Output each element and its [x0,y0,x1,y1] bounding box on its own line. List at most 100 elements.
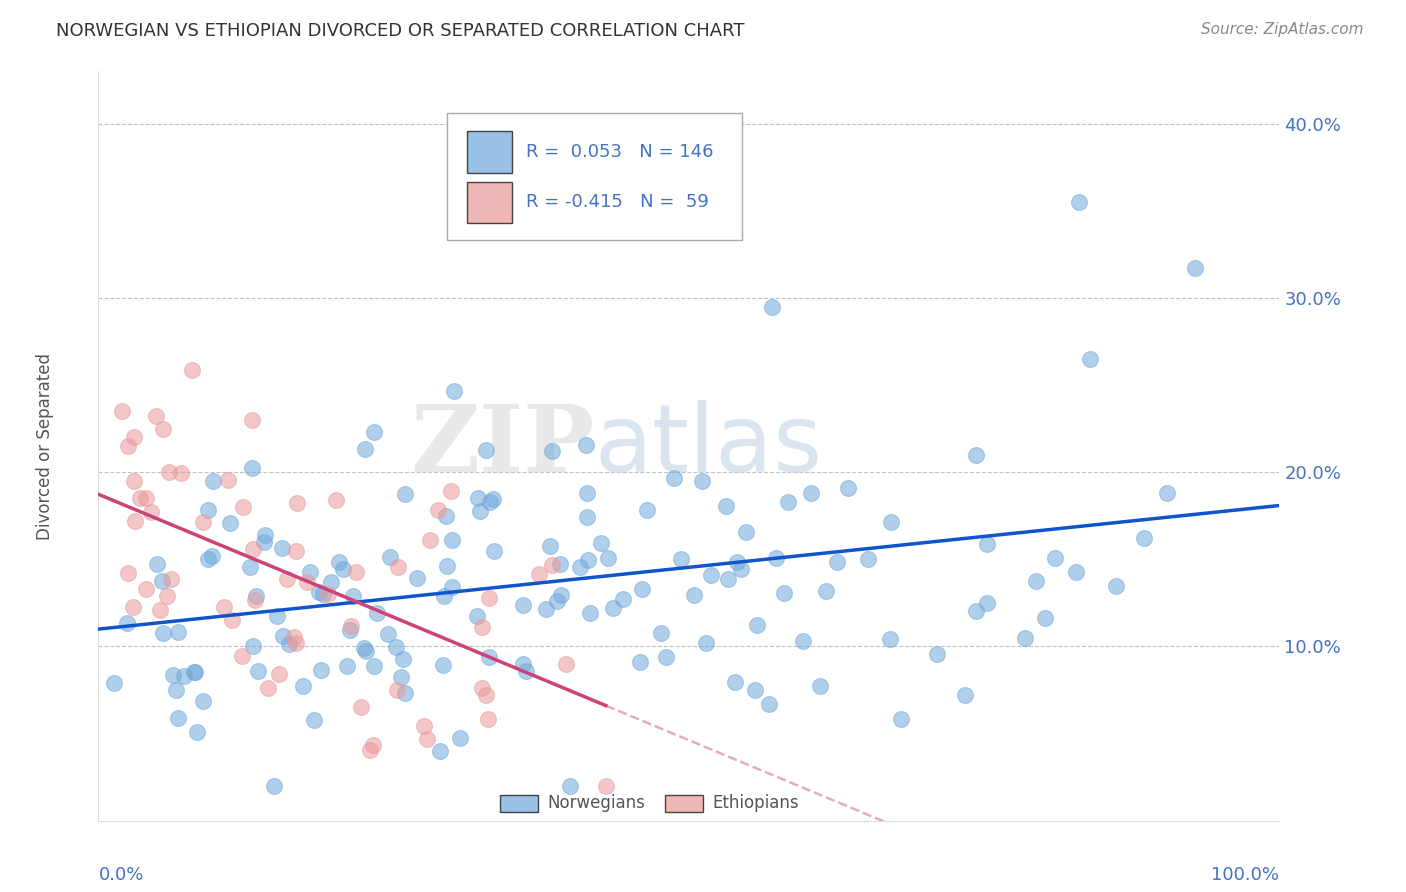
Point [815,583,838,598]
Point [800,486,823,500]
Point [965,448,987,462]
Point [339,624,361,638]
Point [285,636,308,650]
Point [734,525,756,540]
Point [541,443,564,458]
Point [596,551,619,566]
FancyBboxPatch shape [501,795,537,812]
Point [792,633,814,648]
Point [419,533,441,547]
Point [212,599,235,614]
Point [405,571,427,585]
Point [1066,565,1088,579]
Point [534,601,557,615]
Point [546,593,568,607]
Point [157,465,180,479]
Point [700,568,723,582]
Point [394,486,416,500]
Point [808,679,831,693]
Point [669,551,692,566]
Point [394,686,416,700]
Point [478,650,501,665]
Point [243,593,266,607]
Point [468,504,491,518]
Point [695,636,717,650]
Point [976,596,998,610]
Point [578,606,600,620]
Point [538,539,561,553]
Point [426,502,449,516]
Text: R =  0.053   N = 146: R = 0.053 N = 146 [526,143,713,161]
Point [325,493,347,508]
Text: R = -0.415   N =  59: R = -0.415 N = 59 [526,194,709,211]
Point [1033,611,1056,625]
Point [576,486,599,500]
Point [655,649,678,664]
Point [575,510,598,524]
Point [1080,351,1102,366]
Point [180,363,202,377]
Point [568,559,591,574]
Point [965,603,987,617]
Point [925,648,948,662]
Point [221,613,243,627]
Point [128,491,150,506]
Point [477,712,499,726]
Point [122,474,145,488]
Point [392,652,415,666]
Point [1184,261,1206,276]
Point [309,663,332,677]
Point [103,676,125,690]
Point [628,655,651,669]
Point [714,499,737,513]
Point [159,572,181,586]
Point [440,483,463,498]
Point [436,558,458,573]
Point [201,549,224,563]
Point [308,585,330,599]
Point [167,625,190,640]
Point [955,688,977,702]
Point [184,665,207,679]
Point [385,683,408,698]
Point [745,617,768,632]
Point [312,587,335,601]
Point [183,665,205,679]
Point [332,561,354,575]
Point [231,648,253,663]
Point [363,658,385,673]
Point [778,494,800,508]
Text: Ethiopians: Ethiopians [713,795,799,813]
Point [283,630,305,644]
Point [150,574,173,588]
Point [690,475,713,489]
Point [316,587,339,601]
Point [166,711,188,725]
Point [1025,574,1047,589]
Point [302,713,325,727]
Point [432,657,454,672]
FancyBboxPatch shape [665,795,703,812]
Point [162,667,184,681]
FancyBboxPatch shape [467,131,512,172]
Point [385,640,408,655]
Point [246,665,269,679]
Point [682,588,704,602]
Point [242,639,264,653]
Point [512,657,534,672]
Point [825,555,848,569]
Point [197,503,219,517]
Point [1043,551,1066,566]
Point [253,534,276,549]
Point [277,637,299,651]
Point [765,551,787,566]
Point [449,731,471,746]
Point [730,562,752,576]
Point [152,626,174,640]
Point [363,738,385,752]
Text: NORWEGIAN VS ETHIOPIAN DIVORCED OR SEPARATED CORRELATION CHART: NORWEGIAN VS ETHIOPIAN DIVORCED OR SEPAR… [56,22,745,40]
Point [263,779,285,793]
Point [122,599,145,614]
Point [441,533,464,548]
Point [474,688,496,702]
